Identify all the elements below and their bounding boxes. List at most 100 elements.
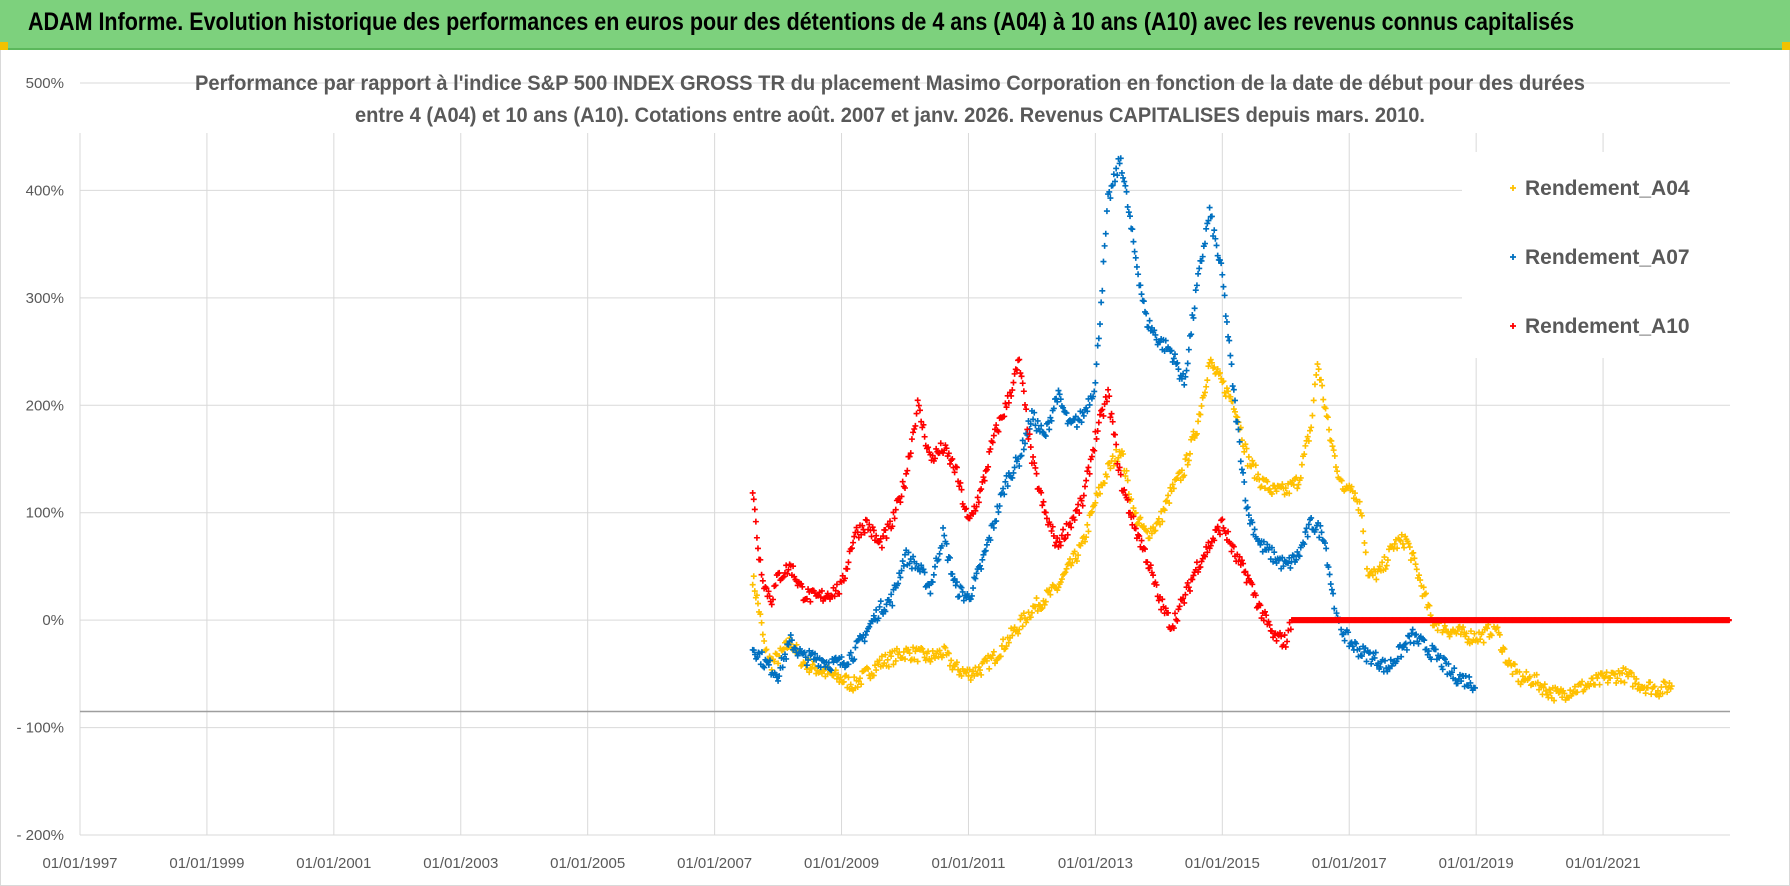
data-point <box>1232 408 1238 415</box>
y-tick-label: 300% <box>26 290 64 307</box>
data-point <box>1579 678 1586 685</box>
data-point <box>1242 441 1249 448</box>
data-point <box>1003 643 1010 650</box>
data-point <box>1015 630 1022 637</box>
data-point <box>1219 271 1226 278</box>
data-point <box>1211 537 1218 544</box>
data-point <box>749 489 756 496</box>
y-tick-label: 0% <box>42 612 64 629</box>
data-point <box>1027 614 1034 621</box>
data-point <box>1252 592 1259 599</box>
data-point <box>1170 355 1177 362</box>
data-point <box>1173 476 1180 483</box>
data-point <box>1367 649 1373 656</box>
data-point <box>1116 464 1123 471</box>
data-point <box>1282 485 1289 492</box>
data-point <box>942 644 949 651</box>
data-point <box>883 535 890 542</box>
y-tick-label: 500% <box>26 75 64 92</box>
data-point <box>1396 536 1403 543</box>
data-point <box>833 675 840 682</box>
data-point <box>1001 491 1008 498</box>
data-point <box>1183 452 1190 459</box>
data-point <box>1421 637 1428 644</box>
data-point <box>966 515 973 522</box>
data-point <box>1083 477 1090 484</box>
data-point <box>1642 690 1649 697</box>
data-point <box>1103 398 1110 405</box>
data-point <box>876 538 883 545</box>
data-point <box>1161 507 1168 514</box>
data-point <box>1668 683 1675 690</box>
data-point <box>1030 453 1037 460</box>
data-point <box>882 608 889 615</box>
data-point <box>1372 649 1379 656</box>
data-point <box>1045 419 1052 426</box>
data-point <box>1211 364 1218 371</box>
data-point <box>1229 383 1236 390</box>
data-point <box>1208 359 1215 366</box>
data-point <box>754 545 761 552</box>
data-point <box>1187 450 1193 457</box>
y-tick-label: 100% <box>26 505 64 522</box>
data-point <box>878 544 885 551</box>
data-point <box>1072 507 1079 514</box>
data-point <box>975 499 982 506</box>
data-point <box>1284 638 1291 645</box>
data-point <box>1297 474 1304 481</box>
data-point <box>990 432 997 439</box>
data-point <box>997 653 1004 660</box>
data-point <box>1280 563 1287 570</box>
x-tick-label: 01/01/2009 <box>804 855 879 872</box>
data-point <box>1204 220 1211 227</box>
data-point <box>1413 631 1420 638</box>
data-point <box>1108 410 1115 417</box>
y-tick-label: - 100% <box>16 720 64 737</box>
data-point <box>1352 490 1358 497</box>
data-point <box>1026 431 1033 438</box>
data-point <box>1030 416 1037 423</box>
data-point <box>889 602 896 609</box>
data-point <box>845 559 852 566</box>
data-point <box>1173 360 1180 367</box>
data-point <box>1313 371 1320 378</box>
data-point <box>1277 629 1283 636</box>
data-point <box>757 556 764 563</box>
data-point <box>850 539 857 546</box>
data-point <box>987 537 994 544</box>
data-point <box>847 649 854 656</box>
data-point <box>1465 683 1472 690</box>
x-tick-label: 01/01/2015 <box>1185 855 1260 872</box>
data-point <box>1614 675 1621 682</box>
data-point <box>1093 435 1100 442</box>
data-point <box>1434 627 1441 634</box>
data-point <box>1273 560 1280 567</box>
data-point <box>1425 648 1432 655</box>
data-point <box>1282 643 1289 650</box>
data-point <box>1219 516 1226 523</box>
data-point <box>908 436 915 443</box>
data-point <box>1162 498 1169 505</box>
data-point <box>1175 606 1182 613</box>
data-point <box>1204 549 1211 556</box>
data-point <box>1091 447 1098 454</box>
data-point <box>1040 498 1047 505</box>
data-point <box>1202 240 1208 247</box>
data-point <box>1184 579 1191 586</box>
data-point <box>830 659 837 666</box>
data-point <box>1181 599 1188 606</box>
data-point <box>918 562 925 569</box>
data-point <box>1132 509 1139 516</box>
data-point <box>1095 419 1102 426</box>
data-point <box>1097 490 1103 497</box>
data-point <box>878 653 885 660</box>
data-point <box>827 666 833 673</box>
data-point <box>750 573 757 580</box>
data-point <box>957 583 964 590</box>
data-point <box>945 650 952 657</box>
data-point <box>1465 636 1472 643</box>
data-point <box>975 664 982 671</box>
data-point <box>921 433 928 440</box>
data-point <box>786 561 793 568</box>
data-point <box>859 634 866 641</box>
